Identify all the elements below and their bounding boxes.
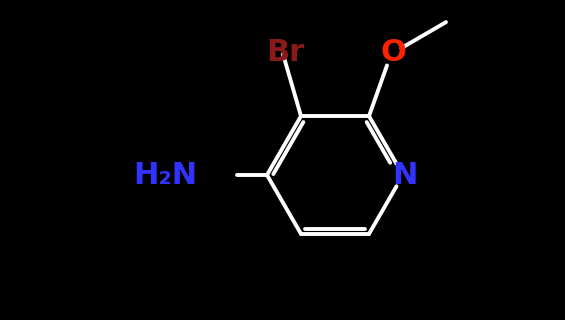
Text: Br: Br bbox=[266, 38, 304, 67]
Text: H₂N: H₂N bbox=[133, 161, 197, 189]
Text: O: O bbox=[380, 38, 406, 67]
Text: N: N bbox=[392, 161, 418, 189]
